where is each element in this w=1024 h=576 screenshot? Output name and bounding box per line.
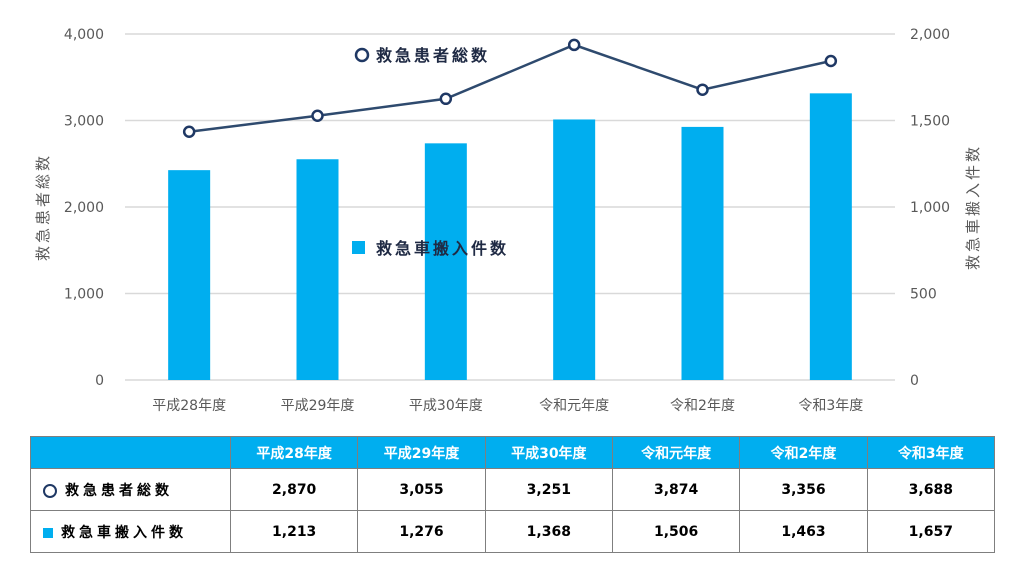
table-cell: 1,276 — [357, 510, 486, 553]
bar — [424, 143, 467, 380]
x-tick-label: 令和3年度 — [798, 398, 863, 414]
y-left-tick-label: 2,000 — [64, 200, 104, 216]
x-tick-label: 令和元年度 — [539, 398, 609, 414]
line-point — [824, 54, 838, 68]
x-tick-label: 平成30年度 — [409, 398, 483, 414]
table-cell: 3,251 — [484, 468, 613, 511]
table-cell: 1,213 — [229, 510, 359, 553]
combo-chart: 0 1,000 2,000 3,000 4,000 0 500 1,000 1,500 2,000… — [34, 27, 982, 414]
table-corner-cell — [30, 436, 231, 469]
y-right-tick-label: 0 — [910, 373, 919, 389]
bar — [553, 119, 596, 380]
y-left-tick-label: 4,000 — [64, 27, 104, 43]
bar — [809, 93, 852, 381]
x-tick-label: 令和2年度 — [670, 398, 735, 414]
y-right-tick-label: 2,000 — [910, 27, 950, 43]
row-label-cell: 救急車搬入件数 — [30, 510, 231, 553]
table-header-cell: 令和2年度 — [739, 436, 868, 469]
table-header-cell: 平成30年度 — [484, 436, 613, 469]
table-cell: 3,874 — [611, 468, 741, 511]
series-line — [189, 43, 832, 133]
table-cell: 3,356 — [739, 468, 868, 511]
line-point — [567, 38, 581, 52]
x-tick-label: 平成29年度 — [281, 398, 355, 414]
y-right-tick-label: 1,500 — [910, 114, 950, 130]
y-right-tick-label: 500 — [910, 287, 937, 303]
row-label: 救急車搬入件数 — [61, 524, 187, 541]
table-header-cell: 平成28年度 — [229, 436, 359, 469]
table-header-cell: 令和3年度 — [866, 436, 996, 469]
line-point — [696, 83, 709, 96]
table-row: 救急車搬入件数 1,213 1,276 1,368 1,506 1,463 1,… — [30, 510, 996, 553]
bar — [681, 126, 724, 380]
table-cell: 1,463 — [739, 510, 868, 553]
table-cell: 3,688 — [866, 468, 996, 511]
y-right-tick-label: 1,000 — [910, 200, 950, 216]
table-header-cell: 平成29年度 — [357, 436, 486, 469]
bar — [296, 159, 339, 380]
legend-square-icon — [352, 241, 365, 254]
y-left-tick-label: 1,000 — [64, 287, 104, 303]
table-cell: 1,657 — [866, 510, 996, 553]
line-point — [182, 125, 196, 138]
y-left-axis-title: 救急患者総数 — [34, 153, 52, 261]
table-row: 救急患者総数 2,870 3,055 3,251 3,874 3,356 3,6… — [30, 468, 996, 511]
y-right-axis-title: 救急車搬入件数 — [964, 144, 982, 270]
table-header-cell: 令和元年度 — [611, 436, 741, 469]
y-left-tick-label: 3,000 — [64, 114, 104, 130]
table-cell: 2,870 — [229, 468, 359, 511]
bar — [168, 170, 211, 380]
x-tick-label: 平成28年度 — [152, 398, 226, 414]
y-left-tick-label: 0 — [95, 373, 104, 389]
legend-circle-icon — [354, 47, 370, 63]
circle-marker-icon — [43, 483, 57, 498]
row-label-cell: 救急患者総数 — [30, 468, 231, 511]
legend-label-line: 救急患者総数 — [376, 46, 490, 65]
line-point — [311, 109, 324, 122]
data-table: 平成28年度 平成29年度 平成30年度 令和元年度 令和2年度 令和3年度 救… — [30, 436, 996, 553]
table-cell: 1,368 — [484, 510, 613, 553]
legend-label-bar: 救急車搬入件数 — [376, 239, 509, 258]
table-header-row: 平成28年度 平成29年度 平成30年度 令和元年度 令和2年度 令和3年度 — [30, 436, 996, 469]
row-label: 救急患者総数 — [65, 482, 173, 499]
table-cell: 1,506 — [611, 510, 741, 553]
table-cell: 3,055 — [357, 468, 486, 511]
line-point — [439, 92, 453, 106]
square-marker-icon — [43, 527, 53, 538]
